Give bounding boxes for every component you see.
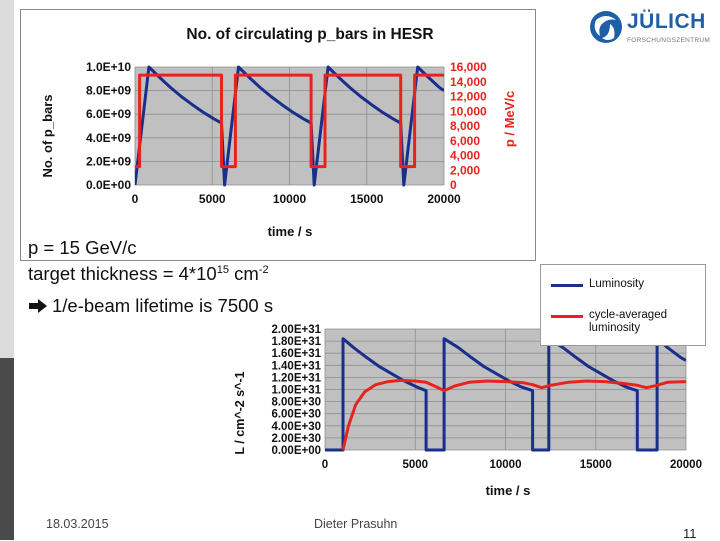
x-tick-label: 10000: [273, 192, 307, 206]
x-tick-label: 5000: [199, 192, 226, 206]
y-tick-label: 8.00E+30: [271, 397, 321, 409]
thickness-exponent: 15: [216, 263, 229, 276]
y2-tick-label: 12,000: [450, 90, 487, 104]
target-thickness-text: target thickness = 4*1015 cm-2: [28, 263, 269, 285]
x-tick-label: 20000: [427, 192, 461, 206]
luminosity-chart: 0.00E+002.00E+304.00E+306.00E+308.00E+30…: [233, 324, 702, 498]
arrow-right-icon: [29, 299, 47, 313]
thickness-unit-exponent: -2: [258, 263, 269, 276]
series-line-red-1: [135, 73, 444, 169]
y-tick-label: 1.60E+31: [271, 348, 321, 360]
lifetime-text: 1/e-beam lifetime is 7500 s: [52, 295, 274, 316]
y-tick-label: 1.00E+31: [271, 385, 321, 397]
y2-tick-label: 6,000: [450, 134, 480, 148]
y-tick-label: 4.0E+09: [86, 131, 131, 145]
y-tick-label: 6.0E+09: [86, 107, 131, 121]
y-tick-label: 6.00E+30: [271, 409, 321, 421]
sidebar-dark: [0, 358, 14, 540]
y-tick-label: 4.00E+30: [271, 421, 321, 433]
y-tick-label: 1.40E+31: [271, 360, 321, 372]
thickness-prefix: target thickness = 4*10: [28, 263, 217, 284]
y2-tick-label: 0: [450, 178, 457, 192]
logo-subtext: FORSCHUNGSZENTRUM: [627, 37, 711, 44]
y2-tick-label: 2,000: [450, 163, 480, 177]
lifetime-line: 1/e-beam lifetime is 7500 s: [28, 295, 273, 317]
x-tick-label: 20000: [670, 459, 702, 471]
chart2-xlabel: time / s: [486, 483, 531, 498]
x-tick-label: 5000: [402, 459, 428, 471]
y-tick-label: 2.00E+30: [271, 433, 321, 445]
page-number: 11: [683, 526, 697, 541]
juelich-logo-icon: [590, 11, 622, 43]
series-line-cycle-averaged-luminosity: [341, 378, 686, 451]
pbar-chart: No. of circulating p_bars in HESR 0.0E+0…: [20, 9, 536, 261]
legend-luminosity-swatch: [551, 284, 583, 287]
x-tick-label: 10000: [490, 459, 522, 471]
series-line-luminosity: [325, 337, 686, 452]
x-tick-label: 0: [132, 192, 139, 206]
chart1-y2label: p / MeV/c: [502, 91, 517, 147]
chart1-ylabel: No. of p_bars: [40, 94, 55, 177]
momentum-text: p = 15 GeV/c: [28, 237, 137, 258]
y-tick-label: 1.80E+31: [271, 336, 321, 348]
footer-date: 18.03.2015: [46, 517, 109, 531]
chart2-legend: Luminosity cycle-averaged luminosity: [540, 264, 706, 346]
y-tick-label: 8.0E+09: [86, 84, 131, 98]
y-tick-label: 0.00E+00: [271, 445, 321, 457]
y2-tick-label: 16,000: [450, 60, 487, 74]
x-tick-label: 15000: [350, 192, 384, 206]
y2-tick-label: 14,000: [450, 75, 487, 89]
y-tick-label: 1.0E+10: [86, 60, 131, 74]
logo-text: JÜLICH: [627, 10, 706, 33]
y-tick-label: 2.00E+31: [271, 324, 321, 336]
footer-author: Dieter Prasuhn: [314, 517, 398, 531]
y2-tick-label: 10,000: [450, 104, 487, 118]
y2-tick-label: 8,000: [450, 119, 480, 133]
chart1-title: No. of circulating p_bars in HESR: [186, 26, 433, 43]
legend-averaged-swatch: [551, 315, 583, 318]
x-tick-label: 0: [322, 459, 328, 471]
y-tick-label: 2.0E+09: [86, 154, 131, 168]
y-tick-label: 0.0E+00: [86, 178, 131, 192]
chart2-ylabel: L / cm^-2 s^-1: [233, 371, 247, 454]
legend-averaged-label: cycle-averaged luminosity: [589, 309, 667, 334]
y-tick-label: 1.20E+31: [271, 372, 321, 384]
y2-tick-label: 4,000: [450, 149, 480, 163]
thickness-unit: cm: [228, 263, 259, 284]
x-tick-label: 15000: [580, 459, 612, 471]
chart1-xlabel: time / s: [268, 224, 313, 239]
sidebar-light: [0, 0, 14, 358]
legend-luminosity-label: Luminosity: [589, 278, 644, 290]
